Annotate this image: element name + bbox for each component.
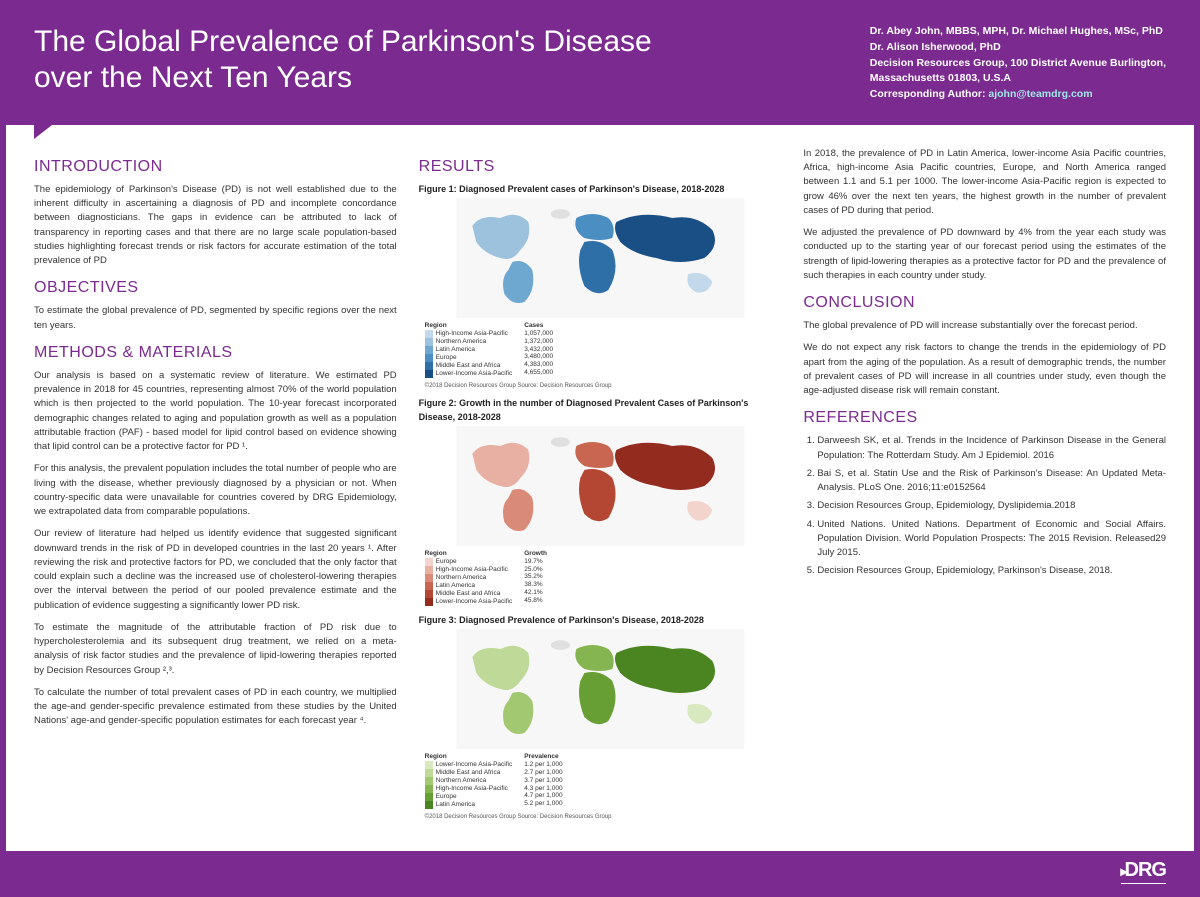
author-line: Dr. Abey John, MBBS, MPH, Dr. Michael Hu… <box>870 24 1166 40</box>
column-left: INTRODUCTION The epidemiology of Parkins… <box>34 147 397 843</box>
fig3-map <box>419 629 782 749</box>
results-heading: RESULTS <box>419 155 782 179</box>
objectives-text: To estimate the global prevalence of PD,… <box>34 304 397 333</box>
reference-item: United Nations. United Nations. Departme… <box>817 518 1166 561</box>
methods-p5: To calculate the number of total prevale… <box>34 686 397 729</box>
intro-text: The epidemiology of Parkinson's Disease … <box>34 183 397 269</box>
references-heading: REFERENCES <box>803 406 1166 430</box>
methods-p2: For this analysis, the prevalent populat… <box>34 462 397 519</box>
conclusion-heading: CONCLUSION <box>803 291 1166 315</box>
poster: The Global Prevalence of Parkinson's Dis… <box>0 0 1200 897</box>
methods-p1: Our analysis is based on a systematic re… <box>34 369 397 455</box>
poster-title: The Global Prevalence of Parkinson's Dis… <box>34 24 674 103</box>
methods-p4: To estimate the magnitude of the attribu… <box>34 621 397 678</box>
conclusion-p1: The global prevalence of PD will increas… <box>803 319 1166 333</box>
header: The Global Prevalence of Parkinson's Dis… <box>6 6 1194 125</box>
fig1-caption: Figure 1: Diagnosed Prevalent cases of P… <box>419 183 782 197</box>
references-list: Darweesh SK, et al. Trends in the Incide… <box>803 434 1166 578</box>
objectives-heading: OBJECTIVES <box>34 276 397 300</box>
reference-item: Decision Resources Group, Epidemiology, … <box>817 499 1166 513</box>
footer: DRG <box>6 851 1194 891</box>
fig2-map <box>419 426 782 546</box>
reference-item: Darweesh SK, et al. Trends in the Incide… <box>817 434 1166 463</box>
corresponding: Corresponding Author: ajohn@teamdrg.com <box>870 87 1166 103</box>
reference-item: Bai S, et al. Statin Use and the Risk of… <box>817 467 1166 496</box>
author-email: ajohn@teamdrg.com <box>988 88 1092 100</box>
fig3-caption: Figure 3: Diagnosed Prevalence of Parkin… <box>419 614 782 628</box>
methods-heading: METHODS & MATERIALS <box>34 341 397 365</box>
conclusion-p2: We do not expect any risk factors to cha… <box>803 341 1166 398</box>
author-org: Decision Resources Group, 100 District A… <box>870 56 1166 72</box>
fig1-map <box>419 198 782 318</box>
reference-item: Decision Resources Group, Epidemiology, … <box>817 564 1166 578</box>
methods-p3: Our review of literature had helped us i… <box>34 527 397 613</box>
fig3-legend: RegionLower-Income Asia-PacificMiddle Ea… <box>419 751 782 813</box>
results-p2: We adjusted the prevalence of PD downwar… <box>803 226 1166 283</box>
author-block: Dr. Abey John, MBBS, MPH, Dr. Michael Hu… <box>870 24 1166 103</box>
fig1-legend: RegionHigh-Income Asia-PacificNorthern A… <box>419 320 782 382</box>
poster-body: INTRODUCTION The epidemiology of Parkins… <box>6 125 1194 851</box>
author-addr: Massachusetts 01803, U.S.A <box>870 71 1166 87</box>
fig3-source: ©2018 Decision Resources Group Source: D… <box>419 813 782 822</box>
results-p1: In 2018, the prevalence of PD in Latin A… <box>803 147 1166 218</box>
author-line: Dr. Alison Isherwood, PhD <box>870 40 1166 56</box>
column-right: In 2018, the prevalence of PD in Latin A… <box>803 147 1166 843</box>
fig1-source: ©2018 Decision Resources Group Source: D… <box>419 382 782 391</box>
column-middle: RESULTS Figure 1: Diagnosed Prevalent ca… <box>419 147 782 843</box>
intro-heading: INTRODUCTION <box>34 155 397 179</box>
fig2-caption: Figure 2: Growth in the number of Diagno… <box>419 397 782 424</box>
drg-logo: DRG <box>1121 859 1166 884</box>
fig2-legend: RegionEuropeHigh-Income Asia-PacificNort… <box>419 548 782 610</box>
